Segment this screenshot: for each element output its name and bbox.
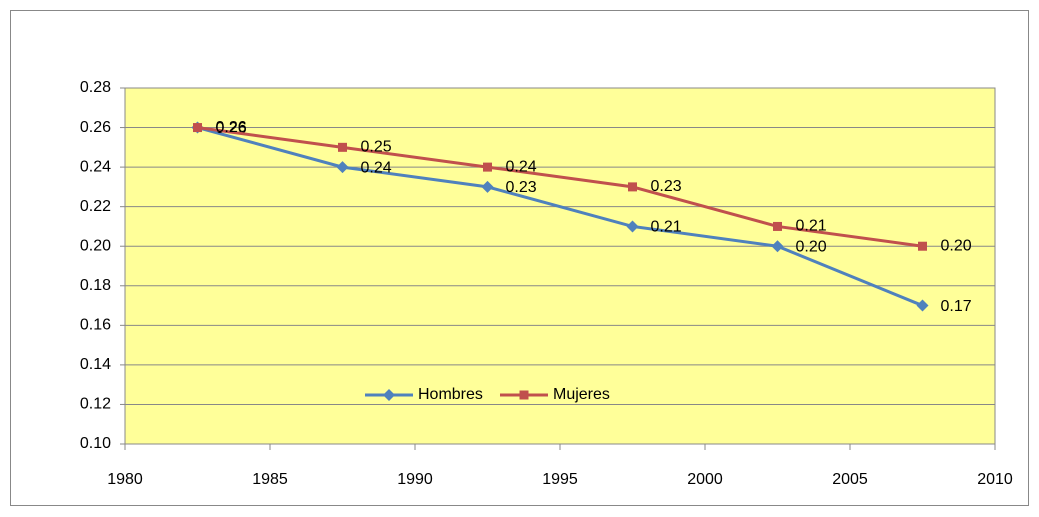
legend-item: Hombres	[365, 386, 483, 403]
y-tick-label: 0.18	[80, 277, 111, 294]
y-tick-label: 0.24	[80, 158, 111, 175]
data-point	[483, 162, 492, 172]
data-point	[193, 123, 202, 133]
y-tick-label: 0.28	[80, 79, 111, 96]
data-label: 0.23	[506, 179, 537, 196]
data-label: 0.20	[796, 238, 827, 255]
data-label: 0.24	[506, 158, 537, 175]
legend: Hombres Mujeres	[365, 386, 610, 403]
legend-marker	[383, 389, 395, 401]
data-point	[338, 142, 347, 152]
data-label: 0.21	[651, 219, 682, 236]
data-point	[773, 221, 782, 231]
y-tick-label: 0.14	[80, 356, 111, 373]
data-point	[918, 241, 927, 251]
data-label: 0.25	[361, 139, 392, 156]
legend-item: Mujeres	[500, 386, 610, 403]
x-tick-label: 2000	[687, 471, 723, 488]
legend-label: Mujeres	[553, 386, 610, 403]
x-tick-label: 1995	[542, 471, 578, 488]
series-line	[197, 126, 924, 307]
data-point	[916, 299, 929, 312]
data-point	[481, 180, 494, 193]
data-point	[626, 220, 639, 233]
data-point	[628, 182, 637, 192]
y-tick-label: 0.16	[80, 317, 111, 334]
y-tick-label: 0.20	[80, 237, 111, 254]
legend-label: Hombres	[418, 386, 483, 403]
data-point	[771, 240, 784, 253]
y-tick-label: 0.22	[80, 198, 111, 215]
x-tick-label: 2005	[832, 471, 868, 488]
y-tick-label: 0.10	[80, 435, 111, 452]
data-label: 0.20	[941, 237, 972, 254]
data-label: 0.17	[941, 298, 972, 315]
data-label: 0.21	[796, 218, 827, 235]
x-tick-label: 1980	[107, 471, 143, 488]
x-tick-label: 1985	[252, 471, 288, 488]
legend-marker	[519, 390, 529, 400]
y-tick-label: 0.26	[80, 119, 111, 136]
x-tick-label: 1990	[397, 471, 433, 488]
series-line	[197, 126, 923, 248]
data-label: 0.23	[651, 178, 682, 195]
data-label: 0.24	[361, 159, 392, 176]
data-point	[336, 161, 349, 174]
y-tick-label: 0.12	[80, 396, 111, 413]
x-tick-label: 2010	[977, 471, 1013, 488]
data-label: 0.26	[216, 119, 247, 136]
